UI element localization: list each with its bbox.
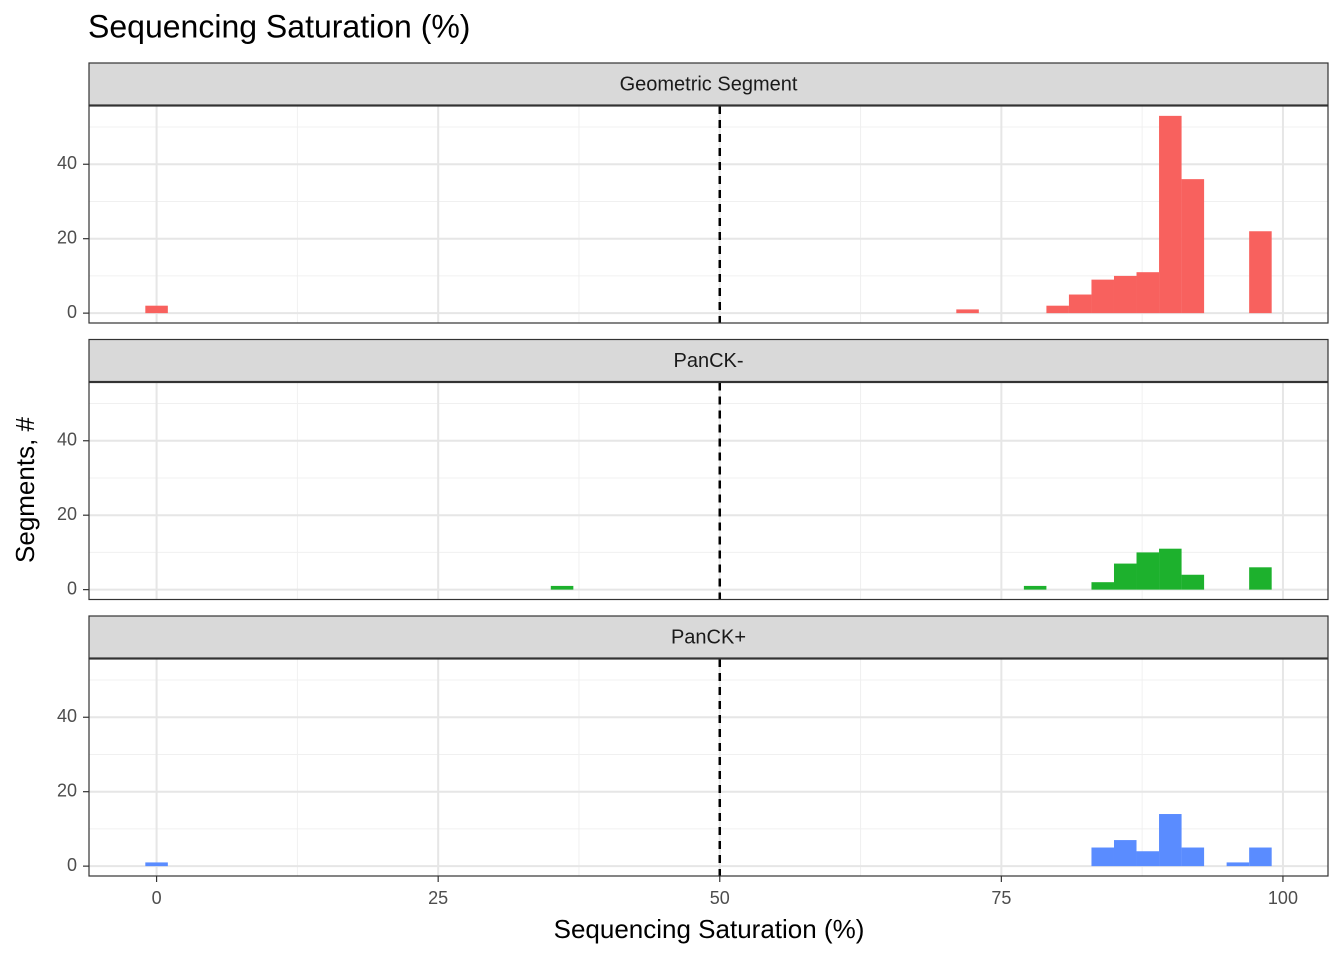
bar xyxy=(1181,179,1205,314)
panel xyxy=(89,659,1328,876)
bar xyxy=(145,862,168,867)
bar xyxy=(1181,847,1205,867)
bar xyxy=(1249,231,1272,314)
x-axis-label: Sequencing Saturation (%) xyxy=(554,914,865,944)
strip xyxy=(88,615,1329,659)
bar xyxy=(550,585,574,590)
panel-border xyxy=(88,658,1329,877)
y-tick-label: 20 xyxy=(57,227,77,247)
strip xyxy=(88,338,1329,383)
panel xyxy=(89,382,1328,600)
bar xyxy=(1068,294,1092,314)
bar xyxy=(1136,552,1160,590)
bar xyxy=(1159,115,1182,314)
y-tick-label: 20 xyxy=(57,780,77,800)
y-tick-label: 0 xyxy=(67,855,77,875)
strip xyxy=(88,62,1329,106)
bar xyxy=(956,309,979,314)
y-tick-label: 20 xyxy=(57,504,77,524)
x-tick-label: 25 xyxy=(428,888,448,908)
x-tick-label: 100 xyxy=(1268,888,1298,908)
y-tick-label: 40 xyxy=(57,153,77,173)
bar xyxy=(1113,275,1137,314)
bar xyxy=(1136,272,1160,314)
strip-label: PanCK- xyxy=(673,350,743,372)
x-tick-label: 0 xyxy=(152,888,162,908)
bar xyxy=(1023,585,1047,590)
panel-border xyxy=(88,105,1329,324)
bar xyxy=(1226,862,1250,867)
bar xyxy=(1159,814,1182,867)
bar xyxy=(1046,305,1069,314)
bar xyxy=(1159,548,1182,590)
bar xyxy=(1091,847,1114,867)
y-tick-label: 40 xyxy=(57,706,77,726)
bar xyxy=(1091,582,1114,590)
y-axis-label: Segments, # xyxy=(10,416,40,563)
bar xyxy=(1113,563,1137,590)
panel-border xyxy=(88,381,1329,601)
y-tick-label: 0 xyxy=(67,302,77,322)
bar xyxy=(145,305,168,314)
bar xyxy=(1136,851,1160,867)
bar xyxy=(1091,279,1114,314)
y-tick-label: 40 xyxy=(57,430,77,450)
bar xyxy=(1113,840,1137,867)
y-tick-label: 0 xyxy=(67,578,77,598)
chart-title: Sequencing Saturation (%) xyxy=(88,8,470,44)
bar xyxy=(1249,567,1272,590)
bar xyxy=(1181,574,1205,590)
x-tick-label: 50 xyxy=(710,888,730,908)
bar xyxy=(1249,847,1272,867)
x-tick-label: 75 xyxy=(991,888,1011,908)
strip-label: Geometric Segment xyxy=(620,73,798,95)
strip-label: PanCK+ xyxy=(671,626,746,648)
